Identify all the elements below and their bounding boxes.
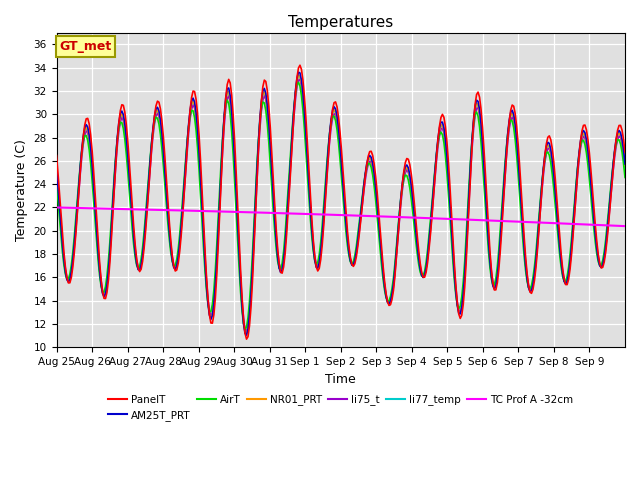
- Legend: PanelT, AM25T_PRT, AirT, NR01_PRT, li75_t, li77_temp, TC Prof A -32cm: PanelT, AM25T_PRT, AirT, NR01_PRT, li75_…: [104, 390, 577, 425]
- Text: GT_met: GT_met: [60, 40, 111, 53]
- Title: Temperatures: Temperatures: [288, 15, 394, 30]
- X-axis label: Time: Time: [325, 372, 356, 385]
- Y-axis label: Temperature (C): Temperature (C): [15, 139, 28, 241]
